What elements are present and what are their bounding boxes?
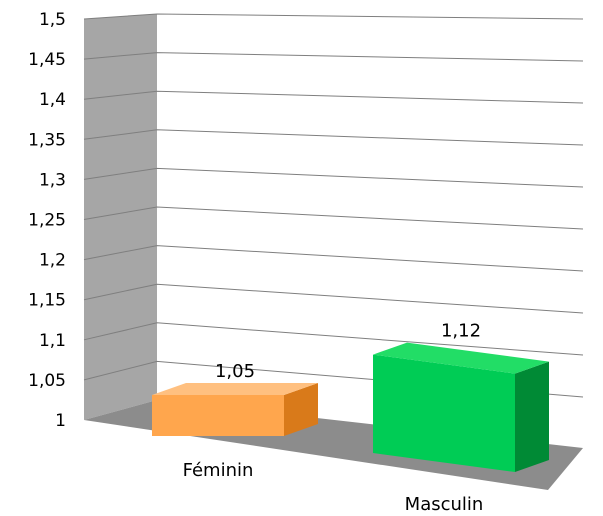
category-labels: Féminin Masculin [183, 460, 484, 515]
y-tick-label: 1,15 [28, 291, 66, 311]
bar-side-face [284, 383, 318, 436]
left-wall [84, 14, 157, 420]
gridlines [83, 13, 584, 398]
data-label: 1,12 [441, 321, 481, 342]
category-label: Féminin [183, 460, 254, 481]
bar-front-face [152, 395, 284, 436]
bar-top-face [152, 383, 318, 395]
y-tick-label: 1,1 [39, 331, 66, 351]
y-tick-label: 1,2 [39, 251, 66, 271]
y-tick-label: 1,4 [39, 90, 66, 110]
bar-top-face [373, 342, 549, 374]
gridline [83, 129, 584, 146]
data-labels: 1,05 1,12 [215, 321, 481, 382]
y-tick-label: 1,05 [28, 371, 66, 391]
gridline [83, 322, 584, 356]
bar-1 [152, 383, 318, 436]
gridline [83, 245, 584, 272]
y-tick-label: 1,25 [28, 211, 66, 231]
gridline [83, 13, 584, 20]
y-tick-label: 1 [55, 411, 66, 431]
y-tick-label: 1,35 [28, 130, 66, 150]
category-label: Masculin [405, 494, 484, 515]
y-tick-label: 1,5 [39, 10, 66, 30]
y-tick-label: 1,3 [39, 170, 66, 190]
bar-side-face [515, 361, 549, 472]
gridline [83, 283, 584, 314]
gridline [83, 90, 584, 104]
bar-front-face [373, 354, 515, 472]
gridline [83, 206, 584, 230]
bar-2 [373, 342, 549, 472]
gridline [83, 167, 584, 188]
y-tick-label: 1,45 [28, 50, 66, 70]
y-axis-ticks: 1 1,05 1,1 1,15 1,2 1,25 1,3 1,35 1,4 1,45 1,5 [28, 10, 66, 431]
gridline [83, 52, 584, 62]
data-label: 1,05 [215, 361, 255, 382]
bars [152, 342, 549, 472]
